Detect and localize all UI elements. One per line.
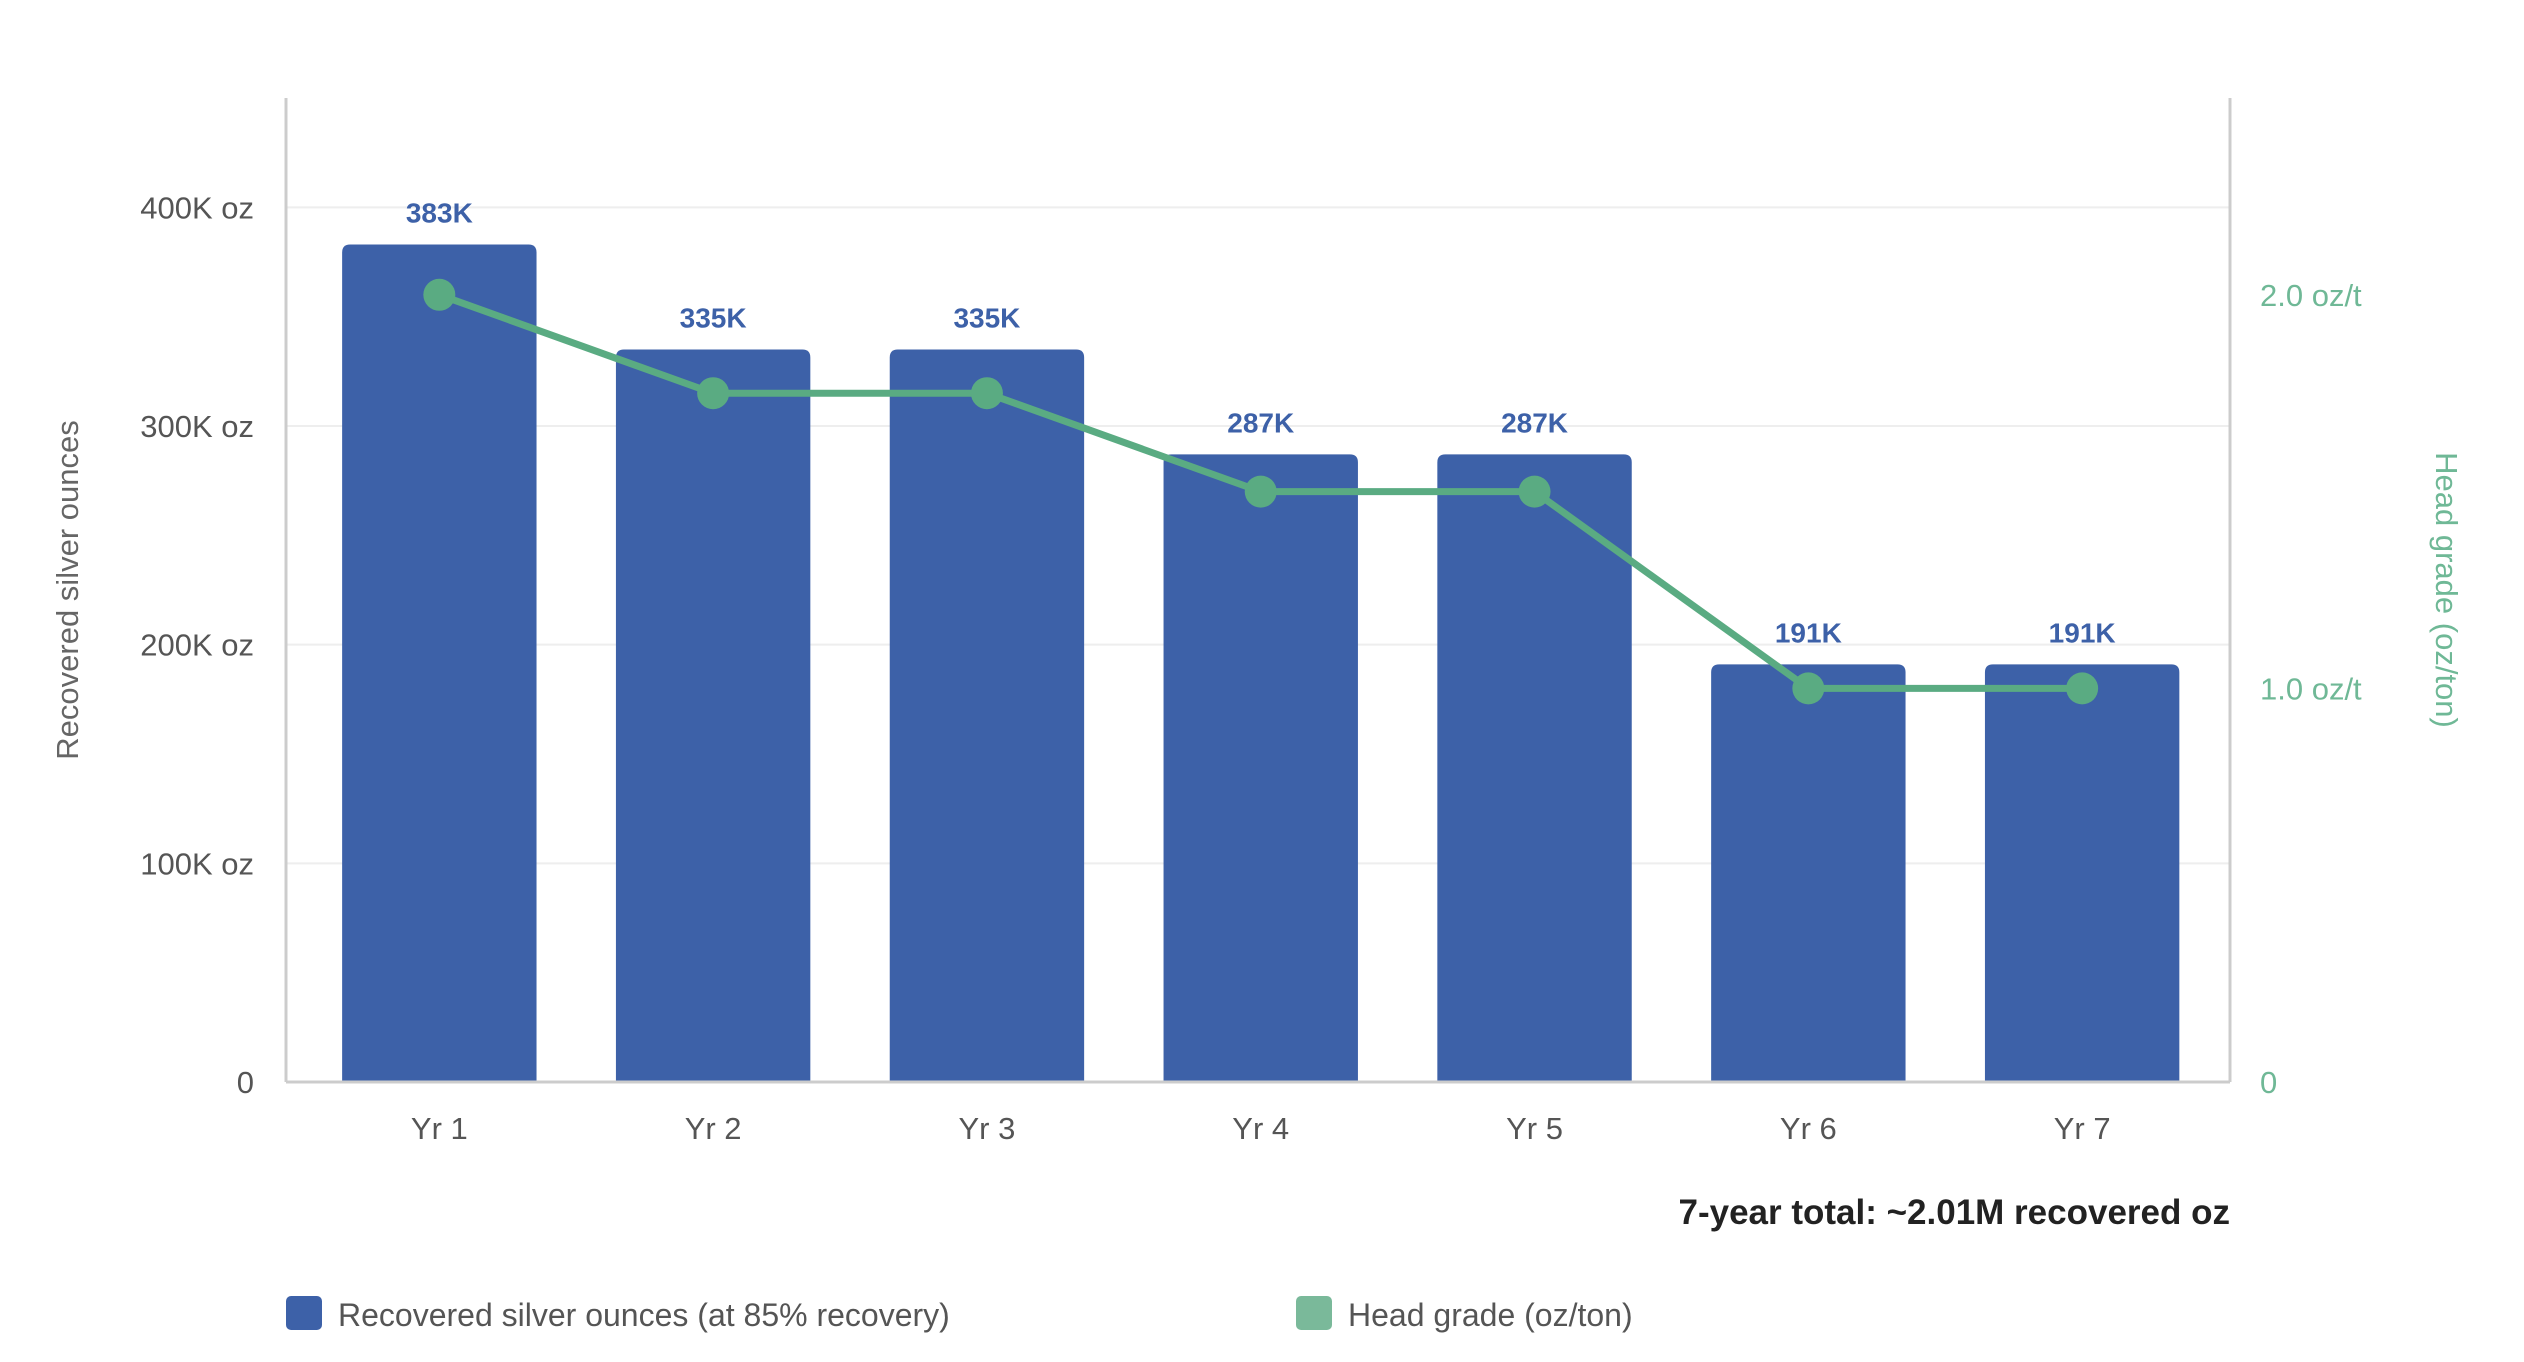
total-annotation: 7-year total: ~2.01M recovered oz bbox=[1679, 1193, 2231, 1232]
left-axis-title: Recovered silver ounces bbox=[50, 420, 85, 759]
x-tick-label-2: Yr 3 bbox=[959, 1111, 1016, 1146]
left-tick-label-2: 200K oz bbox=[140, 628, 254, 663]
bar-value-label-6: 191K bbox=[1775, 617, 1842, 648]
bar-value-label-5: 287K bbox=[1501, 407, 1568, 438]
bar-4 bbox=[1163, 454, 1358, 1083]
head-grade-point-7 bbox=[2066, 672, 2099, 705]
x-tick-label-6: Yr 7 bbox=[2054, 1111, 2111, 1146]
right-tick-label-0: 0 bbox=[2260, 1065, 2277, 1100]
x-axis-ticks: Yr 1 Yr 2 Yr 3 Yr 4 Yr 5 Yr 6 Yr 7 bbox=[411, 1111, 2111, 1146]
bar-2 bbox=[615, 349, 811, 1082]
bar-value-label-3: 335K bbox=[953, 302, 1020, 333]
right-tick-label-2: 2.0 oz/t bbox=[2260, 278, 2362, 313]
left-tick-label-0: 0 bbox=[237, 1065, 254, 1100]
x-tick-label-3: Yr 4 bbox=[1232, 1111, 1289, 1146]
x-tick-label-1: Yr 2 bbox=[685, 1111, 742, 1146]
head-grade-point-2 bbox=[697, 377, 730, 410]
left-tick-label-3: 300K oz bbox=[140, 409, 254, 444]
x-tick-label-5: Yr 6 bbox=[1780, 1111, 1837, 1146]
legend-label-bars: Recovered silver ounces (at 85% recovery… bbox=[338, 1297, 950, 1333]
right-axis-ticks: 0 1.0 oz/t 2.0 oz/t bbox=[2260, 278, 2362, 1100]
head-grade-point-5 bbox=[1518, 475, 1551, 508]
bar-5 bbox=[1437, 454, 1632, 1083]
legend-label-line: Head grade (oz/ton) bbox=[1348, 1297, 1633, 1333]
bar-1 bbox=[342, 244, 537, 1083]
axes bbox=[284, 98, 2232, 1084]
bar-value-label-1: 383K bbox=[406, 198, 473, 229]
legend-swatch-line bbox=[1296, 1296, 1332, 1330]
legend: Recovered silver ounces (at 85% recovery… bbox=[286, 1296, 1633, 1333]
left-tick-label-1: 100K oz bbox=[140, 846, 254, 881]
right-axis-title: Head grade (oz/ton) bbox=[2429, 452, 2464, 728]
bar-3 bbox=[889, 349, 1085, 1082]
head-grade-point-1 bbox=[423, 278, 456, 311]
bar-6 bbox=[1711, 664, 1906, 1082]
right-tick-label-1: 1.0 oz/t bbox=[2260, 671, 2362, 706]
left-tick-label-4: 400K oz bbox=[140, 190, 254, 225]
bar-value-label-2: 335K bbox=[680, 302, 747, 333]
head-grade-point-3 bbox=[970, 377, 1003, 410]
left-axis-ticks: 0 100K oz 200K oz 300K oz 400K oz bbox=[140, 190, 254, 1100]
bar-7 bbox=[1984, 664, 2180, 1082]
head-grade-point-6 bbox=[1792, 672, 1825, 705]
bar-value-label-4: 287K bbox=[1227, 407, 1294, 438]
bar-value-label-7: 191K bbox=[2049, 617, 2116, 648]
x-tick-label-4: Yr 5 bbox=[1506, 1111, 1563, 1146]
line-series bbox=[423, 278, 2099, 705]
x-tick-label-0: Yr 1 bbox=[411, 1111, 468, 1146]
legend-swatch-bars bbox=[286, 1296, 322, 1330]
bar-series bbox=[342, 244, 2180, 1083]
bar-value-labels: 383K 335K 335K 287K 287K 191K 191K bbox=[406, 198, 2116, 649]
head-grade-point-4 bbox=[1244, 475, 1277, 508]
